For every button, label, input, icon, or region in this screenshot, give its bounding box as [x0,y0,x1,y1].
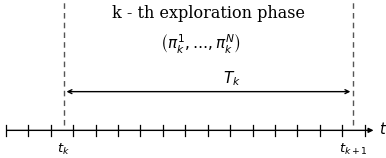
Text: $t$: $t$ [379,121,386,137]
Text: $T_k$: $T_k$ [223,69,240,88]
Text: k - th exploration phase: k - th exploration phase [112,5,305,22]
Text: $t_k$: $t_k$ [57,142,70,157]
Text: $t_{k+1}$: $t_{k+1}$ [339,142,368,157]
Text: $\left( \pi_k^1 , \ldots , \pi_k^N \right)$: $\left( \pi_k^1 , \ldots , \pi_k^N \righ… [160,33,241,56]
